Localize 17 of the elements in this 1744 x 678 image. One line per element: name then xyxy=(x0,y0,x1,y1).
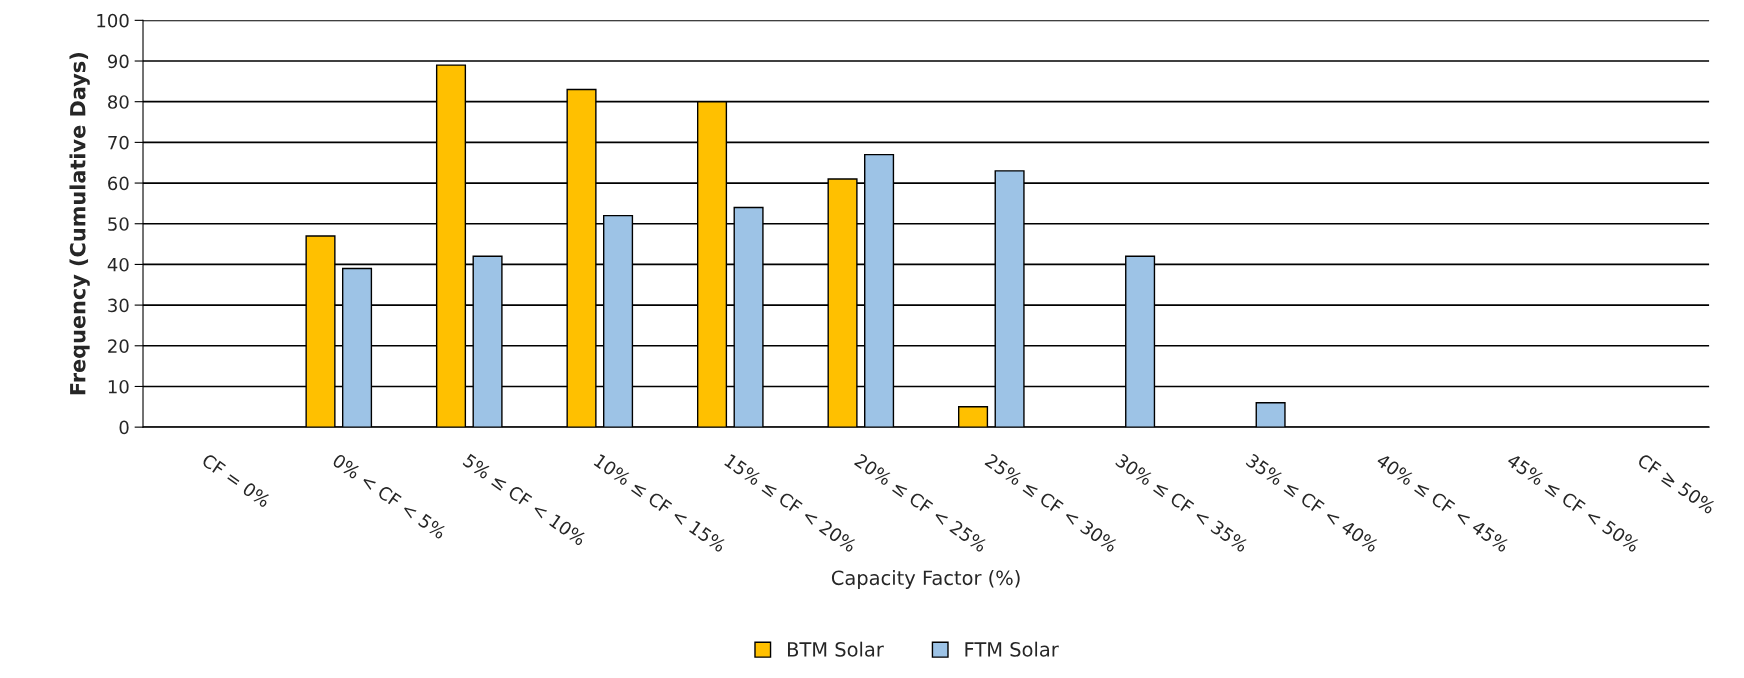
y-tick-label: 0 xyxy=(119,420,129,435)
y-tick-label: 40 xyxy=(107,257,129,272)
x-tick-label: 0% < CF < 5% xyxy=(331,453,448,540)
x-tick-label: CF = 0% xyxy=(201,452,272,508)
y-tick-label: 20 xyxy=(108,339,129,353)
legend-label: BTM Solar xyxy=(788,641,884,657)
y-tick-label: 70 xyxy=(108,135,129,150)
x-axis-title: Capacity Factor (%) xyxy=(831,570,1020,589)
y-tick-label: 90 xyxy=(107,54,129,69)
y-tick-label: 100 xyxy=(97,13,129,28)
y-tick-label: 60 xyxy=(108,176,129,191)
y-tick-label: 50 xyxy=(108,217,129,231)
y-tick-label: 80 xyxy=(108,95,129,109)
y-tick-label: 10 xyxy=(108,379,129,394)
legend-label: FTM Solar xyxy=(965,641,1059,657)
y-tick-label: 30 xyxy=(108,298,129,313)
y-axis-title: Frequency (Cumulative Days) xyxy=(69,53,90,395)
